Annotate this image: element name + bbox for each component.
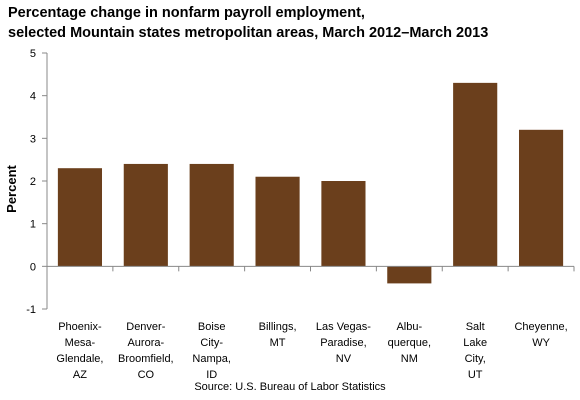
x-tick-label-line: Cheyenne, [514, 321, 567, 333]
x-ticks-group [46, 266, 575, 272]
chart-title: Percentage change in nonfarm payroll emp… [8, 3, 568, 43]
x-tick-label-line: Phoenix- [58, 321, 102, 333]
x-tick-label: Boise City- Nampa, ID [192, 321, 231, 381]
y-tick-label: 0 [30, 261, 36, 273]
chart-title-line-1: Percentage change in nonfarm payroll emp… [8, 5, 365, 21]
y-tick-label: 2 [30, 176, 36, 188]
x-tick-label-line: Aurora- [127, 337, 164, 349]
x-tick-label: Denver- Aurora- Broomfield, CO [118, 321, 174, 381]
bars-group [57, 82, 564, 284]
x-tick-label-line: NM [401, 353, 418, 365]
bar [387, 266, 432, 284]
x-tick-label-line: querque, [388, 337, 431, 349]
x-tick-label: Billings, MT [259, 321, 297, 349]
x-tick-label-line: Lake [463, 337, 487, 349]
bar [453, 82, 498, 267]
y-tick-label: -1 [26, 304, 36, 316]
x-tick-label: Cheyenne, WY [514, 321, 567, 349]
x-tick-label-line: MT [270, 337, 286, 349]
source-note: Source: U.S. Bureau of Labor Statistics [194, 381, 386, 393]
x-tick-label: Salt Lake City, UT [463, 321, 487, 381]
x-tick-label: Phoenix- Mesa- Glendale, AZ [56, 321, 103, 381]
x-tick-label-line: Mesa- [65, 337, 96, 349]
x-tick-label-line: WY [532, 337, 550, 349]
bar [321, 181, 366, 267]
x-tick-label-line: AZ [73, 369, 87, 381]
y-tick-label: 4 [30, 91, 36, 103]
chart-title-line-2: selected Mountain states metropolitan ar… [8, 25, 489, 41]
x-tick-label-line: City- [200, 337, 223, 349]
x-tick-label-line: Nampa, [192, 353, 231, 365]
bar [57, 168, 103, 267]
x-tick-label-line: UT [468, 369, 483, 381]
x-tick-label: Las Vegas- Paradise, NV [316, 321, 371, 365]
x-tick-label-line: City, [465, 353, 486, 365]
x-tick-label-line: Billings, [259, 321, 297, 333]
x-tick-label-line: ID [206, 369, 217, 381]
x-tick-label-line: Denver- [126, 321, 165, 333]
bar [123, 163, 168, 267]
x-tick-label-line: Glendale, [56, 353, 103, 365]
x-tick-label-line: Las Vegas- [316, 321, 371, 333]
bar [518, 129, 564, 267]
x-tick-label-line: Paradise, [320, 337, 366, 349]
x-tick-label-line: NV [336, 353, 352, 365]
y-tick-label: 5 [30, 48, 36, 60]
x-labels-group: Phoenix- Mesa- Glendale, AZ Denver- Aurora- Br… [56, 321, 567, 381]
x-tick-label-line: Boise [198, 321, 226, 333]
y-tick-label: 1 [30, 219, 36, 231]
x-tick-label: Albu-querque, NM [388, 321, 431, 365]
y-ticks-group: -1 0 1 2 3 4 5 [26, 48, 47, 316]
y-tick-label: 3 [30, 133, 36, 145]
x-tick-label-line: CO [138, 369, 155, 381]
x-tick-label-line: Broomfield, [118, 353, 174, 365]
bar [189, 163, 234, 267]
bar [255, 176, 300, 267]
x-tick-label-line: Albu- [396, 321, 422, 333]
x-tick-label-line: Salt [466, 321, 485, 333]
y-axis-label: Percent [4, 164, 19, 212]
